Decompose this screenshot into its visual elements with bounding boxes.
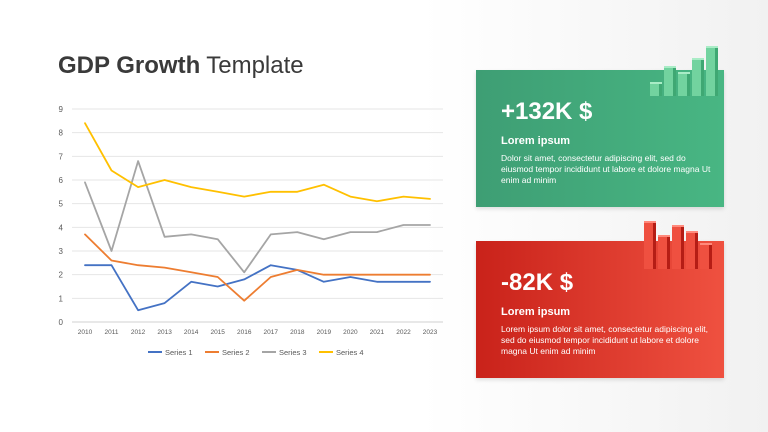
title-bold: GDP Growth <box>58 52 201 79</box>
page-title: GDP Growth Template <box>58 52 304 80</box>
series-line <box>84 122 431 203</box>
legend-label: Series 1 <box>165 348 193 357</box>
legend-label: Series 4 <box>336 348 364 357</box>
y-tick-label: 9 <box>59 105 64 114</box>
negative-body: Lorem ipsum dolor sit amet, consectetur … <box>501 324 708 356</box>
title-light: Template <box>206 52 304 79</box>
positive-value: +132K $ <box>501 98 593 125</box>
y-tick-label: 5 <box>59 200 64 209</box>
x-tick-label: 2019 <box>317 329 332 336</box>
x-tick-label: 2017 <box>264 329 279 336</box>
positive-heading: Lorem ipsum <box>501 135 571 147</box>
negative-stat-card: -82K $ Lorem ipsum Lorem ipsum dolor sit… <box>476 241 724 378</box>
y-tick-label: 6 <box>59 176 64 185</box>
y-tick-label: 2 <box>59 271 64 280</box>
y-tick-label: 4 <box>59 223 64 232</box>
x-tick-label: 2015 <box>210 329 225 336</box>
x-tick-label: 2022 <box>396 329 411 336</box>
positive-body: Dolor sit amet, consectetur adipiscing e… <box>501 153 711 185</box>
falling-bars-icon <box>644 221 712 269</box>
x-tick-label: 2011 <box>105 329 119 336</box>
legend-label: Series 2 <box>222 348 250 357</box>
x-tick-label: 2012 <box>131 329 146 336</box>
series-line <box>84 160 431 274</box>
legend-label: Series 3 <box>279 348 307 357</box>
x-tick-label: 2021 <box>370 329 385 336</box>
y-tick-label: 7 <box>59 152 64 161</box>
x-tick-label: 2023 <box>423 329 438 336</box>
y-tick-label: 8 <box>59 129 64 138</box>
y-tick-label: 0 <box>59 318 64 327</box>
negative-value: -82K $ <box>501 269 574 296</box>
x-tick-label: 2018 <box>290 329 305 336</box>
x-tick-label: 2014 <box>184 329 199 336</box>
x-tick-label: 2010 <box>78 329 93 336</box>
y-tick-label: 1 <box>59 294 64 303</box>
y-tick-label: 3 <box>59 247 64 256</box>
x-tick-label: 2016 <box>237 329 252 336</box>
series-line <box>84 264 431 312</box>
rising-bars-icon <box>650 46 718 96</box>
series-line <box>84 233 431 302</box>
x-tick-label: 2013 <box>157 329 172 336</box>
x-tick-label: 2020 <box>343 329 358 336</box>
negative-heading: Lorem ipsum <box>501 306 571 318</box>
